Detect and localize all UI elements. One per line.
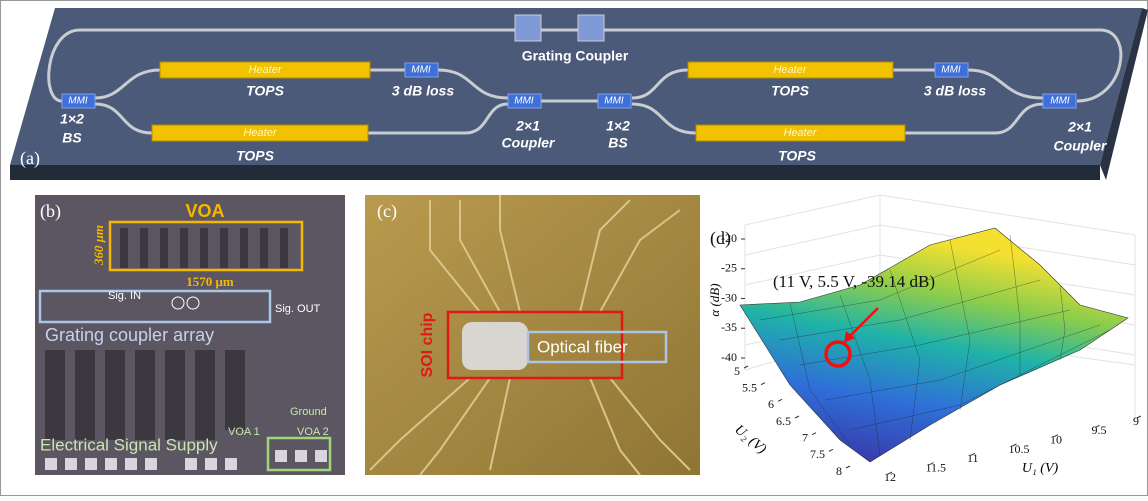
u2-tick-label: 8 bbox=[836, 464, 842, 478]
dimension-label: 1570 μm bbox=[186, 274, 234, 289]
signal-label: Sig. IN bbox=[108, 290, 141, 302]
heater-label: Heater bbox=[773, 64, 807, 76]
mmi-label: MMI bbox=[68, 96, 88, 107]
component-label: 1×2 bbox=[60, 111, 84, 127]
panel-d: (11 V, 5.5 V, -39.14 dB) α (dB) U₂ (V) U… bbox=[707, 195, 1141, 484]
u2-tick bbox=[761, 383, 765, 385]
u2-axis-label: U₂ (V) bbox=[731, 422, 769, 457]
z-tick-label: -25 bbox=[721, 261, 737, 275]
component-label: Coupler bbox=[502, 135, 556, 151]
panel-b: VOA 360 μm 1570 μm Sig. IN Sig. OUT Grat… bbox=[35, 195, 345, 475]
component-label: 2×1 bbox=[1067, 119, 1092, 135]
fiber-label: Optical fiber bbox=[537, 337, 628, 356]
u2-tick bbox=[795, 416, 799, 418]
grating-coupler-label: Grating Coupler bbox=[522, 48, 629, 64]
z-tick-label: -35 bbox=[721, 320, 737, 334]
u1-tick-label: 11 bbox=[967, 451, 979, 465]
u2-tick-label: 7.5 bbox=[810, 447, 825, 461]
panel-label: (a) bbox=[20, 148, 40, 169]
mmi-label: MMI bbox=[1050, 96, 1070, 107]
u2-tick-label: 6.5 bbox=[776, 414, 791, 428]
u2-tick bbox=[778, 399, 782, 401]
u2-tick-label: 5 bbox=[734, 364, 740, 378]
component-label: 3 dB loss bbox=[924, 83, 986, 99]
panel-c: Optical fiber SOI chip (c) bbox=[365, 195, 700, 475]
u2-tick-label: 7 bbox=[802, 430, 808, 444]
panel-a: Grating Coupler MMI MMI MMI MMI MMI MMI … bbox=[10, 8, 1148, 180]
figure: Grating Coupler MMI MMI MMI MMI MMI MMI … bbox=[0, 0, 1148, 496]
component-label: Coupler bbox=[1054, 138, 1108, 154]
mmi-label: MMI bbox=[941, 65, 961, 76]
u2-tick bbox=[812, 433, 816, 435]
voa1-label: VOA 1 bbox=[228, 426, 260, 438]
gc-array-label: Grating coupler array bbox=[45, 325, 214, 345]
u1-tick-label: 9 bbox=[1133, 414, 1139, 428]
component-label: 1×2 bbox=[606, 118, 630, 134]
dimension-label: 360 μm bbox=[91, 225, 106, 266]
panel-label: (b) bbox=[40, 201, 61, 222]
u2-tick-label: 6 bbox=[768, 397, 774, 411]
u2-tick bbox=[829, 449, 833, 451]
component-label: 3 dB loss bbox=[392, 83, 454, 99]
z-axis-label: α (dB) bbox=[707, 283, 722, 316]
signal-label: Sig. OUT bbox=[275, 303, 321, 315]
supply-label: Electrical Signal Supply bbox=[40, 435, 218, 454]
ground-label: Ground bbox=[290, 406, 327, 418]
component-label: BS bbox=[62, 130, 82, 146]
component-label: TOPS bbox=[778, 148, 817, 164]
z-tick-label: -20 bbox=[721, 231, 737, 245]
chip-label: SOI chip bbox=[419, 312, 436, 377]
component-label: TOPS bbox=[246, 83, 285, 99]
component-label: BS bbox=[608, 135, 628, 151]
z-tick-label: -40 bbox=[721, 350, 737, 364]
voa-label: VOA bbox=[185, 201, 224, 221]
heater-label: Heater bbox=[243, 127, 277, 139]
u1-axis-label: U₁ (V) bbox=[1022, 461, 1059, 476]
voa2-label: VOA 2 bbox=[297, 426, 329, 438]
component-label: 2×1 bbox=[515, 118, 540, 134]
mmi-label: MMI bbox=[604, 96, 624, 107]
u2-tick-label: 5.5 bbox=[742, 380, 757, 394]
u2-tick bbox=[846, 466, 850, 468]
component-label: TOPS bbox=[236, 148, 275, 164]
heater-label: Heater bbox=[248, 64, 282, 76]
heater-label: Heater bbox=[783, 127, 817, 139]
u1-tick-label: 10.5 bbox=[1009, 442, 1030, 456]
z-tick-label: -30 bbox=[721, 290, 737, 304]
mmi-label: MMI bbox=[514, 96, 534, 107]
panel-label: (c) bbox=[377, 201, 397, 222]
u1-tick-label: 10 bbox=[1050, 432, 1062, 446]
mmi-label: MMI bbox=[411, 65, 431, 76]
annotation: (11 V, 5.5 V, -39.14 dB) bbox=[773, 272, 935, 291]
u1-tick-label: 12 bbox=[884, 470, 896, 484]
u1-tick-label: 11.5 bbox=[926, 460, 947, 474]
component-label: TOPS bbox=[771, 83, 810, 99]
